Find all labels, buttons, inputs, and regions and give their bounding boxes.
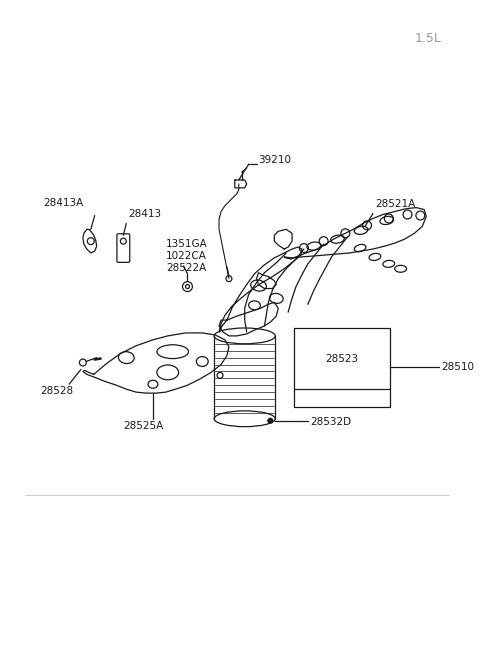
Text: 28522A: 28522A	[166, 263, 206, 273]
Circle shape	[268, 419, 273, 423]
Text: 28510: 28510	[441, 362, 474, 373]
Text: 1022CA: 1022CA	[166, 251, 206, 261]
Text: 39210: 39210	[259, 155, 291, 165]
Text: 28413: 28413	[128, 210, 161, 219]
Text: 28525A: 28525A	[123, 421, 163, 431]
Text: 28532D: 28532D	[310, 417, 351, 427]
Text: 28523: 28523	[325, 354, 359, 364]
Text: 1351GA: 1351GA	[166, 239, 207, 249]
Text: 28528: 28528	[41, 386, 74, 396]
Text: 28413A: 28413A	[43, 198, 83, 208]
Text: 1.5L: 1.5L	[414, 32, 441, 45]
Text: 28521A: 28521A	[375, 198, 415, 208]
